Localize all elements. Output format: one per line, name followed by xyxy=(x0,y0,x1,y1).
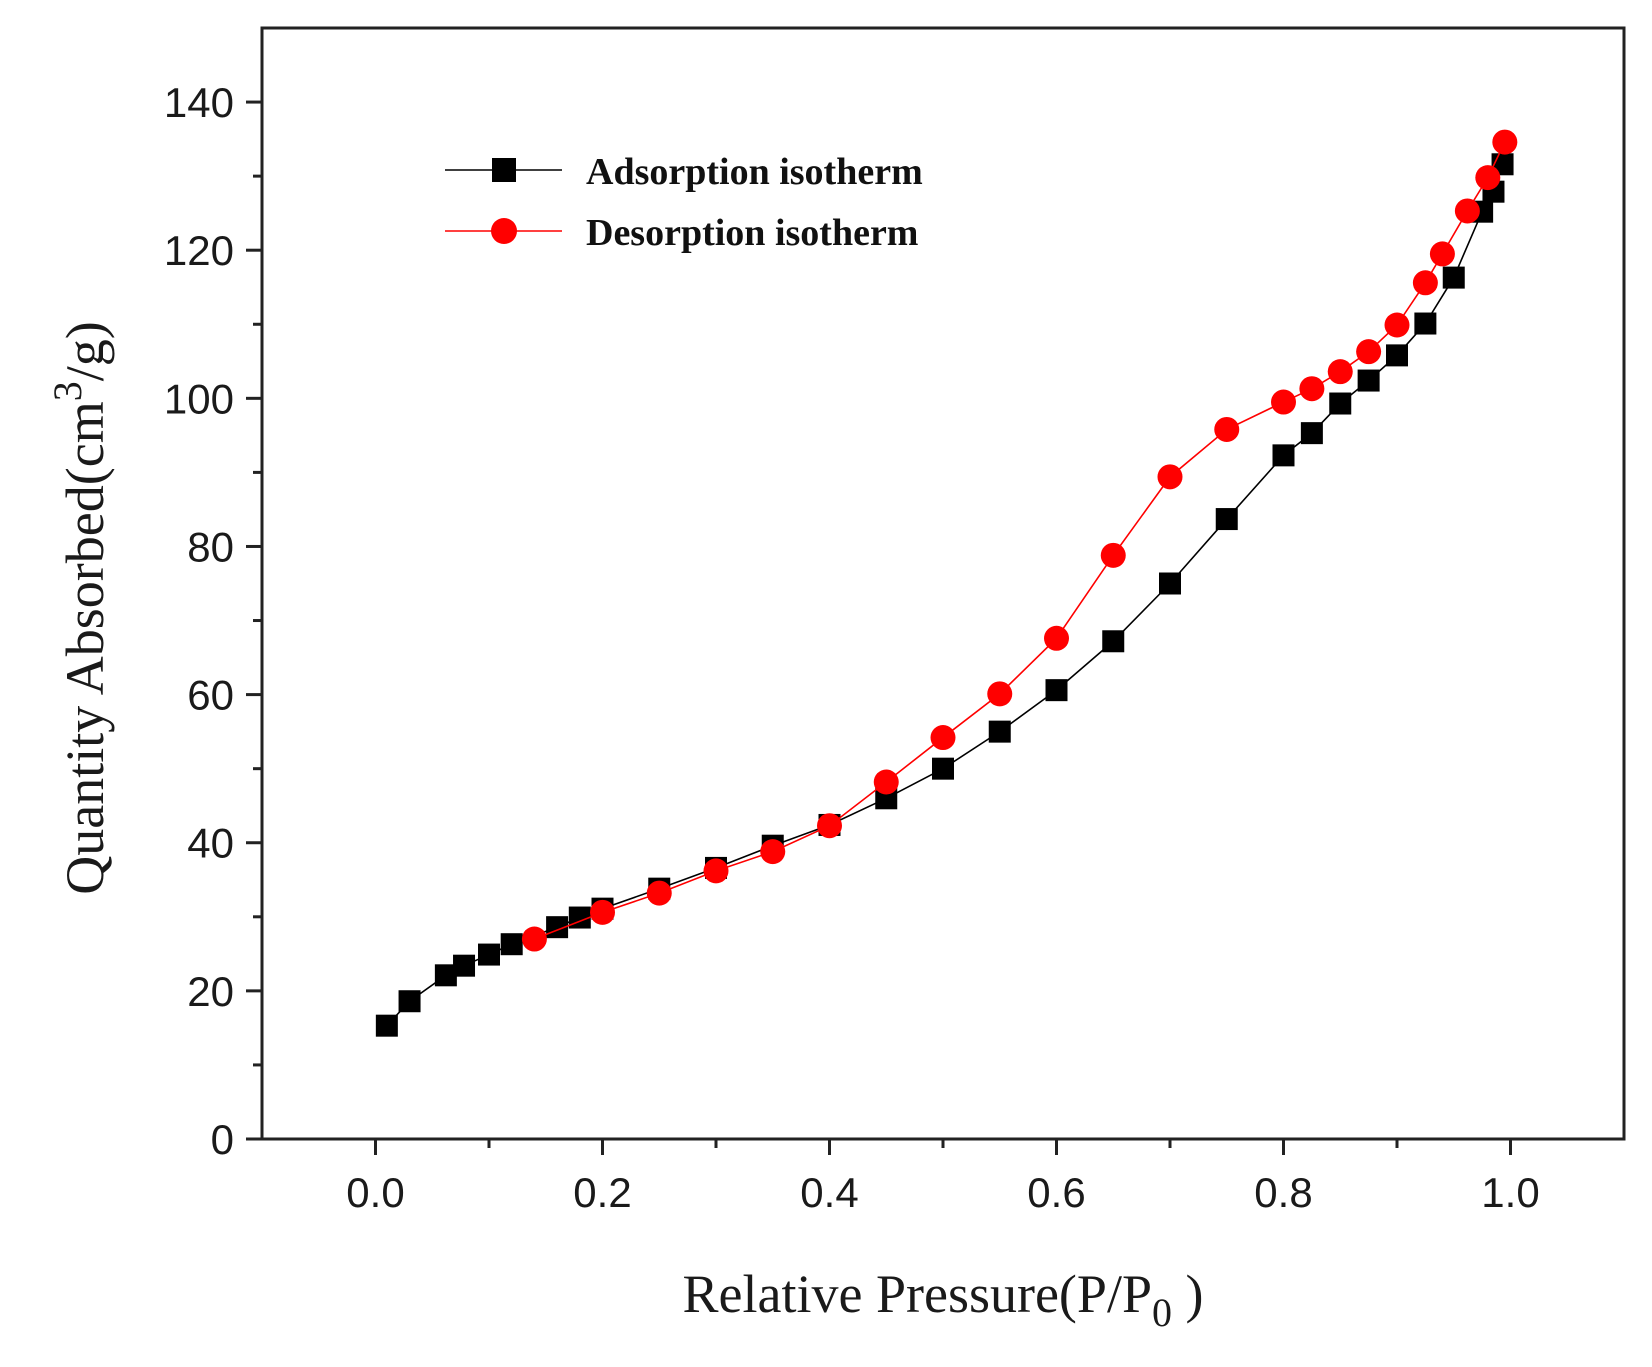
axis-ticks: 0 20 40 60 80 100 120 140 0.0 0.2 0.4 0.6 0.8 1.0 xyxy=(164,79,1540,1216)
x-tick-label: 1.0 xyxy=(1481,1169,1539,1216)
data-point xyxy=(1100,542,1126,568)
x-tick-label: 0.4 xyxy=(800,1169,858,1216)
data-point xyxy=(375,1014,398,1037)
y-axis-title-main: Quantity Absorbed(cm xyxy=(55,401,115,894)
data-point xyxy=(646,880,672,906)
x-tick-label: 0.0 xyxy=(346,1169,404,1216)
data-point xyxy=(1272,444,1295,467)
data-point xyxy=(760,839,786,865)
data-point xyxy=(590,899,615,925)
data-point xyxy=(1357,369,1380,392)
x-tick-label: 0.6 xyxy=(1027,1169,1085,1216)
y-tick-label: 20 xyxy=(187,968,234,1015)
data-point xyxy=(1329,392,1352,415)
legend-label-desorption: Desorption isotherm xyxy=(586,212,918,254)
data-point xyxy=(1159,572,1181,595)
legend: Adsorption isotherm Desorption isotherm xyxy=(445,151,923,254)
legend-label-adsorption: Adsorption isotherm xyxy=(586,151,923,193)
data-point xyxy=(1102,630,1125,653)
y-axis-title-tail: /g) xyxy=(55,321,115,381)
data-point xyxy=(1044,625,1069,651)
data-point xyxy=(703,858,729,884)
x-tick-label: 0.8 xyxy=(1254,1169,1312,1216)
y-axis-title-superscript: 3 xyxy=(45,381,90,401)
x-axis-title-subscript: 0 xyxy=(1152,1290,1172,1335)
data-point xyxy=(988,720,1011,743)
data-point xyxy=(987,681,1013,707)
y-tick-label: 0 xyxy=(211,1116,234,1163)
data-point xyxy=(478,943,500,966)
data-point xyxy=(1300,422,1323,445)
data-point xyxy=(1299,376,1325,402)
data-point xyxy=(1386,344,1408,367)
data-point xyxy=(1414,312,1437,335)
y-tick-label: 80 xyxy=(187,523,234,570)
data-point xyxy=(398,990,421,1013)
x-axis-title: Relative Pressure(P/P0 ) xyxy=(683,1264,1204,1335)
legend-marker-adsorption xyxy=(492,158,516,182)
y-tick-label: 100 xyxy=(164,375,234,422)
data-point xyxy=(1412,270,1438,296)
x-tick-label: 0.2 xyxy=(573,1169,631,1216)
data-point xyxy=(1384,312,1410,338)
legend-entry-adsorption: Adsorption isotherm xyxy=(445,151,923,193)
data-point xyxy=(817,813,842,839)
y-tick-label: 40 xyxy=(187,820,234,867)
y-tick-label: 140 xyxy=(164,79,234,126)
series-line xyxy=(386,164,1504,1027)
data-point xyxy=(1475,165,1501,191)
y-tick-label: 120 xyxy=(164,227,234,274)
data-point xyxy=(521,926,547,952)
legend-marker-desorption xyxy=(491,218,517,244)
data-point xyxy=(1214,416,1240,442)
data-point xyxy=(1429,241,1455,267)
data-point xyxy=(1327,359,1353,385)
data-point xyxy=(434,964,457,987)
data-point xyxy=(932,757,954,780)
data-point xyxy=(1157,464,1183,490)
data-point xyxy=(1215,508,1238,531)
data-point xyxy=(500,933,523,956)
y-axis-title: Quantity Absorbed(cm3/g) xyxy=(45,321,115,894)
y-tick-label: 60 xyxy=(187,672,234,719)
x-axis-title-tail: ) xyxy=(1172,1264,1203,1324)
data-point xyxy=(873,769,899,795)
data-point xyxy=(930,725,956,751)
data-point xyxy=(1492,129,1518,155)
data-point xyxy=(1356,339,1382,365)
legend-entry-desorption: Desorption isotherm xyxy=(445,212,918,254)
data-point xyxy=(1271,389,1296,415)
data-series xyxy=(375,129,1518,1037)
data-point xyxy=(453,954,476,977)
series-desorption xyxy=(521,129,1518,952)
x-axis-title-main: Relative Pressure(P/P xyxy=(683,1264,1152,1324)
data-point xyxy=(1045,679,1068,702)
series-line xyxy=(534,141,1506,940)
series-adsorption xyxy=(375,153,1514,1037)
data-point xyxy=(1442,266,1465,289)
data-point xyxy=(1454,198,1480,224)
